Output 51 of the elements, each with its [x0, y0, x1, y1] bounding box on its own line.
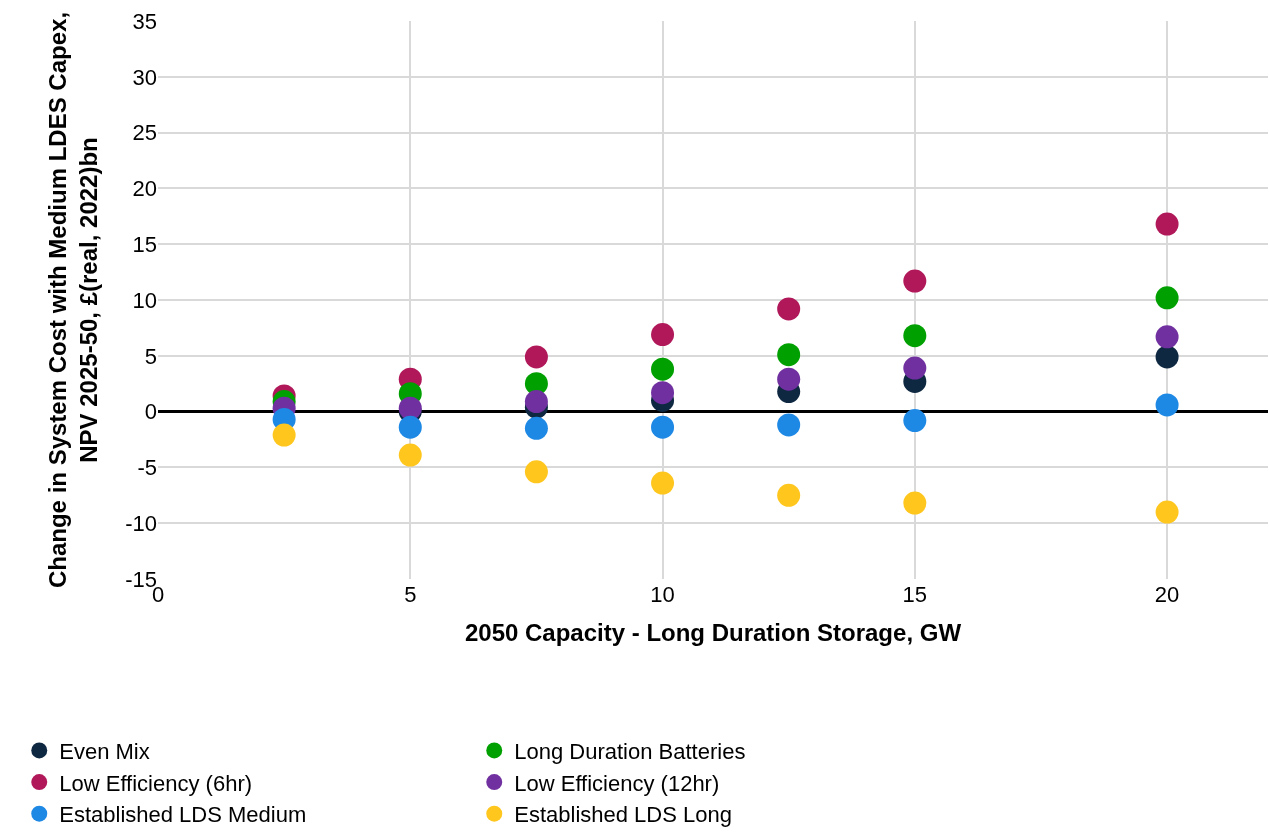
point — [524, 345, 548, 369]
legend-label: Low Efficiency (12hr) — [514, 770, 720, 796]
y-tick-label: 0 — [144, 399, 157, 425]
point — [1155, 500, 1179, 524]
point — [398, 443, 422, 467]
point — [1155, 286, 1179, 310]
legend-label: Even Mix — [59, 739, 150, 765]
y-tick-label: 15 — [132, 231, 157, 257]
x-axis-title: 2050 Capacity - Long Duration Storage, GW — [464, 619, 962, 647]
legend-label: Long Duration Batteries — [514, 739, 746, 765]
point — [903, 324, 927, 348]
point — [777, 483, 801, 507]
y-tick-label: -5 — [137, 455, 157, 481]
y-tick-label: 30 — [132, 64, 157, 90]
point — [1155, 393, 1179, 417]
legend-label: Established LDS Long — [514, 802, 732, 828]
point — [1155, 212, 1179, 236]
y-tick-label: 35 — [132, 8, 157, 34]
point — [651, 323, 675, 347]
point — [651, 381, 675, 405]
point — [651, 357, 675, 381]
point — [777, 297, 801, 321]
x-tick-label: 5 — [404, 582, 417, 607]
legend-label: Low Efficiency (6hr) — [59, 770, 253, 796]
y-tick-label: 10 — [132, 287, 157, 313]
y-axis-title: Change in System Cost with Medium LDES Capex, NPV 2025-50, £(real, 2022)bn — [44, 11, 103, 589]
point — [903, 409, 927, 433]
point — [524, 390, 548, 414]
point — [651, 471, 675, 495]
legend-label: Established LDS Medium — [59, 802, 307, 828]
y-tick-label: 20 — [132, 176, 157, 202]
x-tick-label: 15 — [902, 582, 928, 607]
point — [777, 367, 801, 391]
point — [903, 356, 927, 380]
point — [777, 413, 801, 437]
point — [272, 423, 296, 447]
point — [903, 269, 927, 293]
y-tick-label: 5 — [144, 343, 157, 369]
point — [398, 415, 422, 439]
point — [777, 343, 801, 367]
point — [398, 396, 422, 420]
y-tick-label: -10 — [125, 510, 157, 536]
y-tick-label: 25 — [132, 120, 157, 146]
point — [1155, 345, 1179, 369]
point — [651, 415, 675, 439]
point — [524, 416, 548, 440]
point — [1155, 325, 1179, 349]
point — [524, 460, 548, 484]
x-tick-label: 10 — [650, 582, 675, 607]
point — [903, 491, 927, 515]
x-tick-label: 20 — [1154, 582, 1180, 607]
